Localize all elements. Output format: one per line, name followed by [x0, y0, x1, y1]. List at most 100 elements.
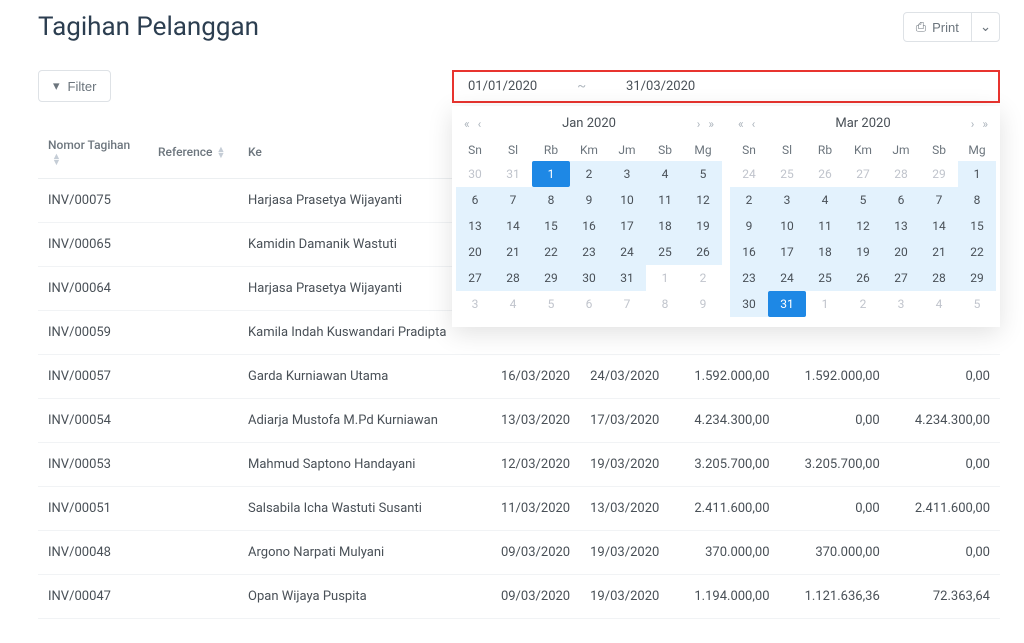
calendar-day[interactable]: 7 [494, 187, 532, 213]
calendar-day[interactable]: 2 [844, 291, 882, 317]
calendar-day[interactable]: 2 [570, 161, 608, 187]
calendar-day[interactable]: 3 [456, 291, 494, 317]
calendar-day[interactable]: 5 [532, 291, 570, 317]
date-range-input[interactable]: 01/01/2020 ~ 31/03/2020 [452, 70, 1000, 103]
calendar-day[interactable]: 15 [958, 213, 996, 239]
next-month-icon[interactable]: › [969, 117, 977, 131]
calendar-day[interactable]: 31 [608, 265, 646, 291]
calendar-day[interactable]: 30 [570, 265, 608, 291]
calendar-day[interactable]: 1 [532, 161, 570, 187]
next-year-icon[interactable]: » [706, 117, 716, 131]
calendar-day[interactable]: 10 [608, 187, 646, 213]
calendar-day[interactable]: 12 [684, 187, 722, 213]
calendar-day[interactable]: 1 [958, 161, 996, 187]
calendar-day[interactable]: 14 [494, 213, 532, 239]
calendar-day[interactable]: 25 [646, 239, 684, 265]
calendar-day[interactable]: 2 [684, 265, 722, 291]
calendar-day[interactable]: 26 [806, 161, 844, 187]
calendar-day[interactable]: 4 [646, 161, 684, 187]
calendar-day[interactable]: 30 [730, 291, 768, 317]
calendar-day[interactable]: 4 [806, 187, 844, 213]
next-year-icon[interactable]: » [980, 117, 990, 131]
calendar-day[interactable]: 23 [730, 265, 768, 291]
print-dropdown-button[interactable]: ⌄ [972, 12, 1000, 42]
calendar-day[interactable]: 27 [844, 161, 882, 187]
calendar-day[interactable]: 22 [958, 239, 996, 265]
table-row[interactable]: INV/00057Garda Kurniawan Utama16/03/2020… [38, 355, 1000, 399]
calendar-day[interactable]: 8 [958, 187, 996, 213]
prev-year-icon[interactable]: « [736, 117, 746, 131]
calendar-day[interactable]: 17 [608, 213, 646, 239]
calendar-day[interactable]: 5 [684, 161, 722, 187]
table-row[interactable]: INV/00048Argono Narpati Mulyani09/03/202… [38, 531, 1000, 575]
calendar-day[interactable]: 25 [768, 161, 806, 187]
calendar-day[interactable]: 25 [806, 265, 844, 291]
calendar-day[interactable]: 21 [494, 239, 532, 265]
calendar-day[interactable]: 1 [646, 265, 684, 291]
calendar-day[interactable]: 31 [768, 291, 806, 317]
next-month-icon[interactable]: › [695, 117, 703, 131]
calendar-day[interactable]: 9 [570, 187, 608, 213]
calendar-day[interactable]: 7 [608, 291, 646, 317]
calendar-day[interactable]: 12 [844, 213, 882, 239]
calendar-day[interactable]: 19 [844, 239, 882, 265]
calendar-day[interactable]: 28 [920, 265, 958, 291]
calendar-day[interactable]: 28 [882, 161, 920, 187]
calendar-day[interactable]: 27 [456, 265, 494, 291]
prev-month-icon[interactable]: ‹ [476, 117, 484, 131]
calendar-day[interactable]: 28 [494, 265, 532, 291]
calendar-day[interactable]: 5 [844, 187, 882, 213]
print-button[interactable]: ⎙ Print [903, 12, 972, 42]
calendar-day[interactable]: 16 [730, 239, 768, 265]
calendar-day[interactable]: 29 [958, 265, 996, 291]
calendar-day[interactable]: 19 [684, 213, 722, 239]
prev-month-icon[interactable]: ‹ [750, 117, 758, 131]
table-row[interactable]: INV/00053Mahmud Saptono Handayani12/03/2… [38, 443, 1000, 487]
calendar-day[interactable]: 13 [882, 213, 920, 239]
calendar-day[interactable]: 14 [920, 213, 958, 239]
calendar-day[interactable]: 5 [958, 291, 996, 317]
table-row[interactable]: INV/00047Opan Wijaya Puspita09/03/202019… [38, 575, 1000, 619]
calendar-day[interactable]: 18 [646, 213, 684, 239]
filter-button[interactable]: ▾ Filter [38, 70, 111, 102]
calendar-day[interactable]: 8 [532, 187, 570, 213]
calendar-day[interactable]: 23 [570, 239, 608, 265]
calendar-day[interactable]: 31 [494, 161, 532, 187]
calendar-day[interactable]: 7 [920, 187, 958, 213]
calendar-day[interactable]: 6 [456, 187, 494, 213]
calendar-day[interactable]: 30 [456, 161, 494, 187]
calendar-day[interactable]: 24 [608, 239, 646, 265]
calendar-day[interactable]: 24 [730, 161, 768, 187]
calendar-day[interactable]: 3 [882, 291, 920, 317]
calendar-day[interactable]: 20 [456, 239, 494, 265]
calendar-day[interactable]: 3 [608, 161, 646, 187]
calendar-day[interactable]: 16 [570, 213, 608, 239]
calendar-day[interactable]: 10 [768, 213, 806, 239]
calendar-day[interactable]: 24 [768, 265, 806, 291]
calendar-day[interactable]: 29 [920, 161, 958, 187]
calendar-day[interactable]: 29 [532, 265, 570, 291]
table-row[interactable]: INV/00051Salsabila Icha Wastuti Susanti1… [38, 487, 1000, 531]
calendar-day[interactable]: 9 [684, 291, 722, 317]
calendar-day[interactable]: 27 [882, 265, 920, 291]
calendar-day[interactable]: 4 [494, 291, 532, 317]
calendar-day[interactable]: 3 [768, 187, 806, 213]
calendar-day[interactable]: 2 [730, 187, 768, 213]
prev-year-icon[interactable]: « [462, 117, 472, 131]
calendar-day[interactable]: 11 [646, 187, 684, 213]
calendar-day[interactable]: 6 [882, 187, 920, 213]
calendar-day[interactable]: 18 [806, 239, 844, 265]
calendar-day[interactable]: 9 [730, 213, 768, 239]
calendar-day[interactable]: 8 [646, 291, 684, 317]
col-invoice-number[interactable]: Nomor Tagihan▲▼ [38, 126, 148, 179]
col-reference[interactable]: Reference▲▼ [148, 126, 238, 179]
calendar-day[interactable]: 20 [882, 239, 920, 265]
calendar-day[interactable]: 15 [532, 213, 570, 239]
calendar-day[interactable]: 17 [768, 239, 806, 265]
calendar-day[interactable]: 13 [456, 213, 494, 239]
calendar-day[interactable]: 21 [920, 239, 958, 265]
calendar-day[interactable]: 26 [684, 239, 722, 265]
calendar-day[interactable]: 22 [532, 239, 570, 265]
table-row[interactable]: INV/00054Adiarja Mustofa M.Pd Kurniawan1… [38, 399, 1000, 443]
calendar-day[interactable]: 11 [806, 213, 844, 239]
